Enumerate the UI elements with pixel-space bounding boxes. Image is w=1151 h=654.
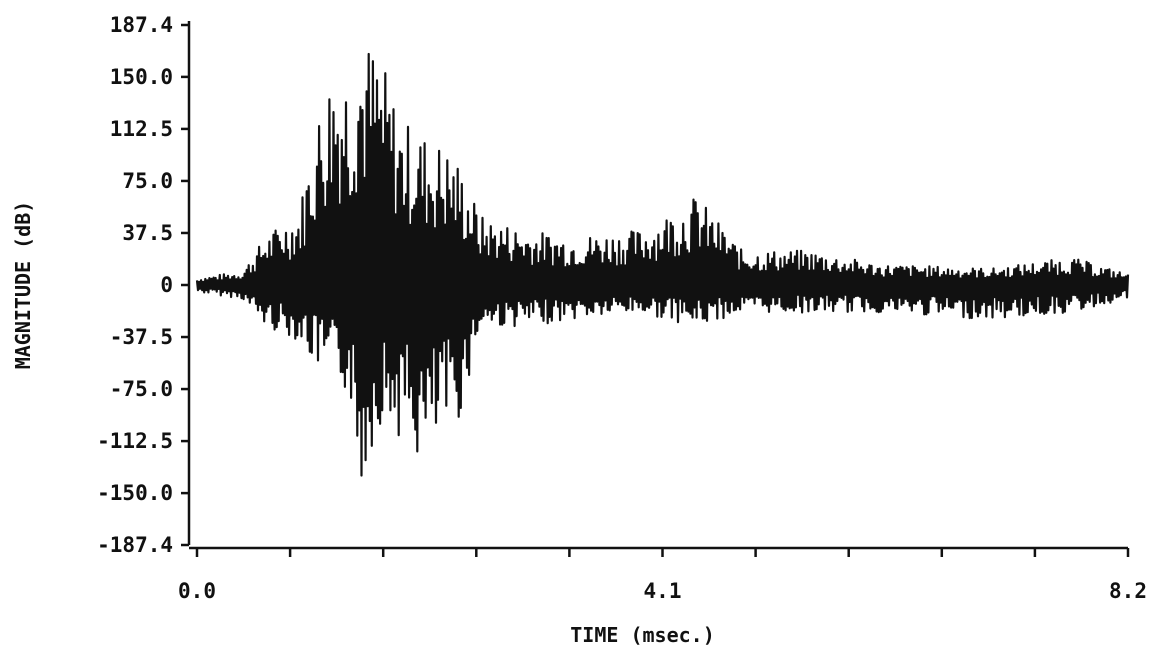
signal-waveform-line xyxy=(195,52,1130,477)
y-tick-label: 112.5 xyxy=(110,117,173,141)
y-tick-label: 187.4 xyxy=(110,13,173,37)
y-tick-label: -112.5 xyxy=(97,429,173,453)
x-tick-labels: 0.0 4.1 8.2 xyxy=(178,548,1147,603)
y-tick-label: -187.4 xyxy=(97,533,173,557)
x-tick-label: 0.0 xyxy=(178,579,216,603)
y-axis-title: MAGNITUDE (dB) xyxy=(11,201,35,370)
x-tick-label: 4.1 xyxy=(644,579,682,603)
x-tick-label: 8.2 xyxy=(1109,579,1147,603)
y-tick-label: 37.5 xyxy=(122,221,173,245)
y-tick-label: -75.0 xyxy=(110,377,173,401)
y-tick-labels: 187.4 150.0 112.5 75.0 37.5 0 -37.5 -75.0 -112.5… xyxy=(97,13,189,557)
y-tick-label: 75.0 xyxy=(122,169,173,193)
y-tick-label: -150.0 xyxy=(97,481,173,505)
y-tick-label: 0 xyxy=(160,273,173,297)
x-axis-title: TIME (msec.) xyxy=(570,623,715,647)
y-tick-label: -37.5 xyxy=(110,325,173,349)
y-tick-label: 150.0 xyxy=(110,65,173,89)
